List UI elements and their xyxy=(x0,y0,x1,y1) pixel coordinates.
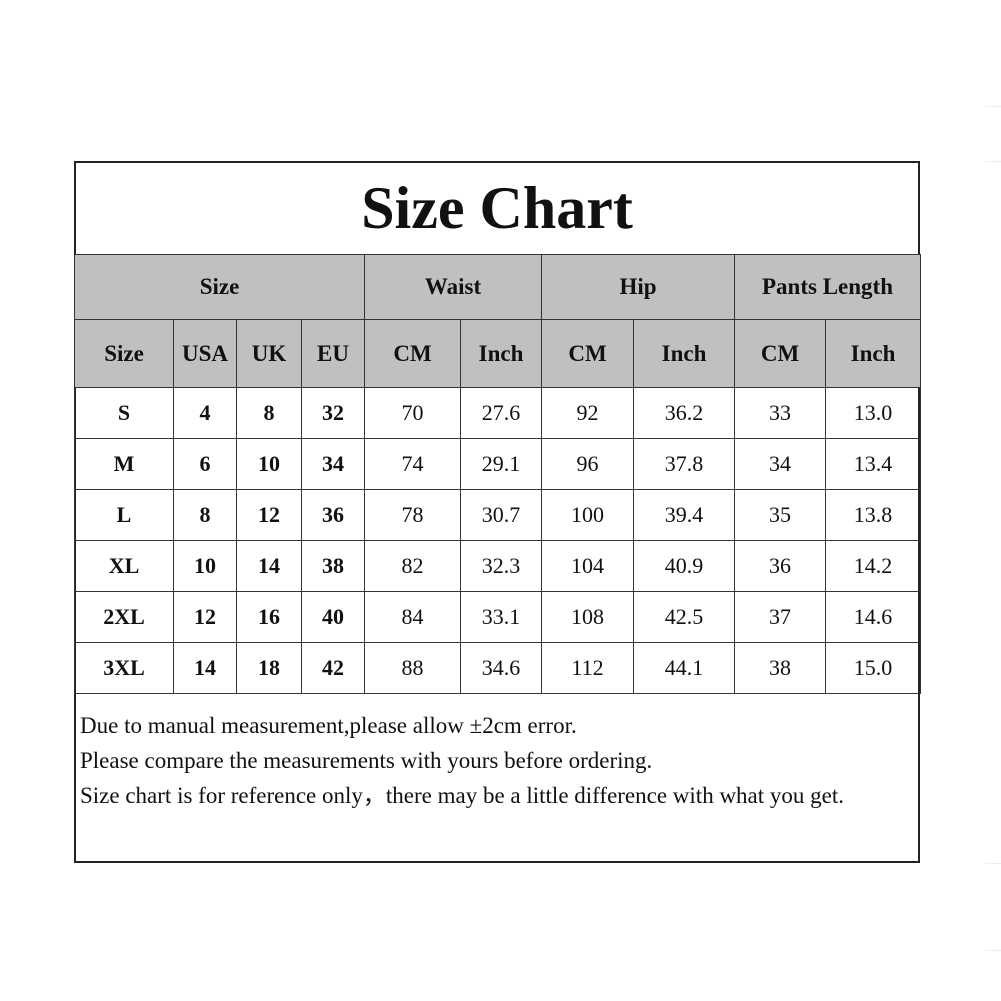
table-cell: 104 xyxy=(541,540,634,592)
sub-header-cell: Inch xyxy=(460,319,542,388)
group-header-waist: Waist xyxy=(364,254,542,320)
table-cell: 74 xyxy=(364,438,461,490)
table-cell: 38 xyxy=(301,540,365,592)
table-cell: 14 xyxy=(236,540,302,592)
note-line: Size chart is for reference only，there m… xyxy=(80,783,845,808)
divider xyxy=(985,106,1001,107)
page-title: Size Chart xyxy=(361,175,633,241)
table-cell: 18 xyxy=(236,642,302,694)
sub-header-cell: USA xyxy=(173,319,237,388)
table-cell: 32 xyxy=(301,387,365,439)
group-header-hip: Hip xyxy=(541,254,735,320)
table-cell: 100 xyxy=(541,489,634,541)
table-cell: L xyxy=(74,489,174,541)
table-cell: 2XL xyxy=(74,591,174,643)
table-cell: 3XL xyxy=(74,642,174,694)
table-cell: 14.6 xyxy=(825,591,921,643)
table-cell: XL xyxy=(74,540,174,592)
table-row: M 6 10 34 74 29.1 96 37.8 34 13.4 xyxy=(74,438,921,490)
table-cell: 34 xyxy=(301,438,365,490)
table-cell: 92 xyxy=(541,387,634,439)
table-cell: 12 xyxy=(173,591,237,643)
table-cell: 8 xyxy=(236,387,302,439)
table-cell: 14.2 xyxy=(825,540,921,592)
table-cell: 34 xyxy=(734,438,826,490)
table-cell: 27.6 xyxy=(460,387,542,439)
divider xyxy=(985,161,1001,162)
table-cell: 6 xyxy=(173,438,237,490)
table-cell: 96 xyxy=(541,438,634,490)
table-cell: 36 xyxy=(301,489,365,541)
divider xyxy=(985,950,1001,951)
table-cell: 39.4 xyxy=(633,489,735,541)
sub-header-cell: Size xyxy=(74,319,174,388)
table-cell: 10 xyxy=(236,438,302,490)
table-cell: 36.2 xyxy=(633,387,735,439)
table-cell: 112 xyxy=(541,642,634,694)
table-cell: 14 xyxy=(173,642,237,694)
table-cell: M xyxy=(74,438,174,490)
sub-header-cell: CM xyxy=(364,319,461,388)
table-cell: 4 xyxy=(173,387,237,439)
note-line: Please compare the measurements with you… xyxy=(80,748,653,773)
sub-header-cell: EU xyxy=(301,319,365,388)
table-cell: 8 xyxy=(173,489,237,541)
table-cell: 42 xyxy=(301,642,365,694)
size-table: Size Waist Hip Pants Length Size USA UK EU C… xyxy=(74,254,921,694)
table-cell: 30.7 xyxy=(460,489,542,541)
table-cell: 10 xyxy=(173,540,237,592)
group-header-pants-length: Pants Length xyxy=(734,254,921,320)
sub-header-cell: CM xyxy=(734,319,826,388)
table-cell: 15.0 xyxy=(825,642,921,694)
table-row: S 4 8 32 70 27.6 92 36.2 33 13.0 xyxy=(74,387,921,439)
table-cell: 42.5 xyxy=(633,591,735,643)
table-cell: 34.6 xyxy=(460,642,542,694)
table-cell: 84 xyxy=(364,591,461,643)
group-header-size: Size xyxy=(74,254,365,320)
table-row: 2XL 12 16 40 84 33.1 108 42.5 37 14.6 xyxy=(74,591,921,643)
table-cell: 38 xyxy=(734,642,826,694)
sub-header-cell: Inch xyxy=(633,319,735,388)
notes: Due to manual measurement,please allow ±… xyxy=(80,708,920,813)
table-cell: 44.1 xyxy=(633,642,735,694)
table-cell: 29.1 xyxy=(460,438,542,490)
table-row: L 8 12 36 78 30.7 100 39.4 35 13.8 xyxy=(74,489,921,541)
table-cell: 13.0 xyxy=(825,387,921,439)
table-cell: S xyxy=(74,387,174,439)
sub-header-cell: UK xyxy=(236,319,302,388)
note-line: Due to manual measurement,please allow ±… xyxy=(80,713,577,738)
table-cell: 78 xyxy=(364,489,461,541)
sub-header-row: Size USA UK EU CM Inch CM Inch CM Inch xyxy=(74,319,921,388)
sub-header-cell: Inch xyxy=(825,319,921,388)
table-cell: 33 xyxy=(734,387,826,439)
table-cell: 35 xyxy=(734,489,826,541)
table-cell: 36 xyxy=(734,540,826,592)
table-row: 3XL 14 18 42 88 34.6 112 44.1 38 15.0 xyxy=(74,642,921,694)
table-cell: 12 xyxy=(236,489,302,541)
table-cell: 108 xyxy=(541,591,634,643)
table-cell: 13.4 xyxy=(825,438,921,490)
divider xyxy=(985,863,1001,864)
table-cell: 82 xyxy=(364,540,461,592)
table-row: XL 10 14 38 82 32.3 104 40.9 36 14.2 xyxy=(74,540,921,592)
table-cell: 16 xyxy=(236,591,302,643)
group-header-row: Size Waist Hip Pants Length xyxy=(74,254,921,320)
table-cell: 37.8 xyxy=(633,438,735,490)
table-cell: 40 xyxy=(301,591,365,643)
table-cell: 33.1 xyxy=(460,591,542,643)
table-cell: 70 xyxy=(364,387,461,439)
table-cell: 13.8 xyxy=(825,489,921,541)
sub-header-cell: CM xyxy=(541,319,634,388)
table-cell: 37 xyxy=(734,591,826,643)
table-cell: 40.9 xyxy=(633,540,735,592)
table-cell: 88 xyxy=(364,642,461,694)
table-cell: 32.3 xyxy=(460,540,542,592)
